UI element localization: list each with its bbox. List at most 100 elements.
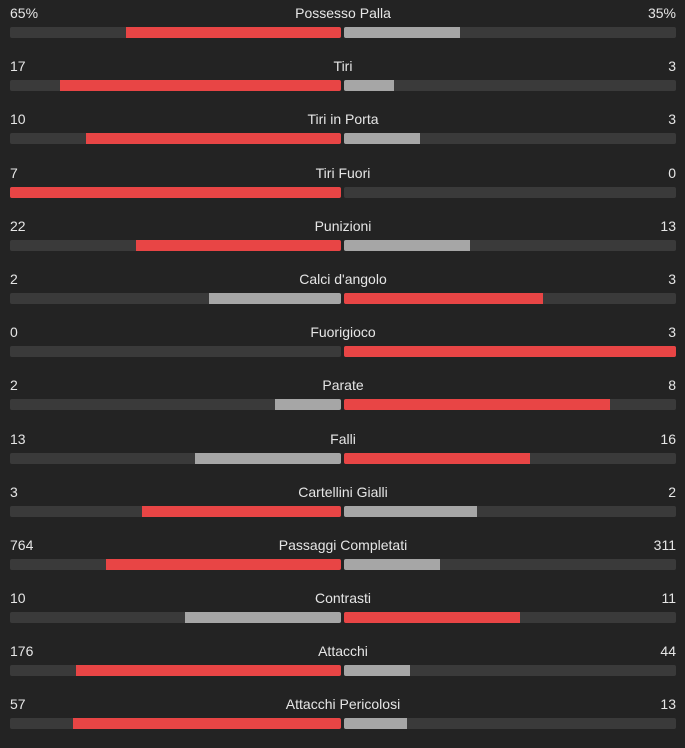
home-bar-track bbox=[10, 558, 341, 570]
home-value: 65% bbox=[10, 5, 39, 21]
stat-row: 176 Attacchi 44 bbox=[10, 641, 676, 694]
away-bar-fill bbox=[344, 665, 411, 677]
stat-bars bbox=[10, 186, 676, 198]
stat-labels: 7 Tiri Fuori 0 bbox=[10, 163, 676, 183]
away-bar-track bbox=[344, 346, 676, 358]
home-value: 10 bbox=[10, 111, 26, 128]
stat-row: 7 Tiri Fuori 0 bbox=[10, 163, 676, 216]
stat-bars bbox=[10, 80, 676, 92]
away-bar-fill bbox=[344, 80, 394, 92]
away-bar-fill bbox=[344, 292, 544, 304]
stat-bars bbox=[10, 27, 676, 38]
away-bar-track bbox=[344, 718, 676, 730]
away-bar-track bbox=[344, 186, 676, 198]
stat-name: Possesso Palla bbox=[295, 5, 391, 21]
home-bar-fill bbox=[125, 27, 341, 38]
away-value: 13 bbox=[660, 217, 676, 234]
home-bar-fill bbox=[10, 186, 341, 198]
stat-name: Calci d'angolo bbox=[299, 270, 387, 287]
away-bar-fill bbox=[344, 718, 408, 730]
away-bar-track bbox=[344, 505, 676, 517]
stat-labels: 57 Attacchi Pericolosi 13 bbox=[10, 694, 676, 714]
stat-bars bbox=[10, 399, 676, 411]
away-bar-track bbox=[344, 558, 676, 570]
home-value: 7 bbox=[10, 164, 18, 181]
away-value: 0 bbox=[668, 164, 676, 181]
away-value: 35% bbox=[647, 5, 676, 21]
home-value: 3 bbox=[10, 483, 18, 500]
stat-row: 2 Calci d'angolo 3 bbox=[10, 269, 676, 322]
home-value: 176 bbox=[10, 643, 34, 660]
away-value: 3 bbox=[668, 324, 676, 341]
stat-name: Falli bbox=[330, 430, 356, 447]
home-bar-track bbox=[10, 718, 341, 730]
stat-labels: 13 Falli 16 bbox=[10, 429, 676, 449]
home-bar-track bbox=[10, 80, 341, 92]
away-bar-fill bbox=[344, 612, 520, 624]
stat-name: Attacchi bbox=[318, 643, 368, 660]
away-bar-track bbox=[344, 452, 676, 464]
home-bar-fill bbox=[59, 80, 341, 92]
stat-name: Contrasti bbox=[314, 590, 372, 607]
stat-name: Tiri Fuori bbox=[315, 164, 371, 181]
stat-row: 13 Falli 16 bbox=[10, 429, 676, 482]
stat-bars bbox=[10, 505, 676, 517]
away-bar-fill bbox=[344, 133, 421, 145]
away-bar-fill bbox=[344, 505, 477, 517]
stat-name: Passaggi Completati bbox=[278, 536, 408, 553]
stat-row: 0 Fuorigioco 3 bbox=[10, 322, 676, 375]
home-bar-track bbox=[10, 399, 341, 411]
away-value: 2 bbox=[668, 483, 676, 500]
away-value: 3 bbox=[668, 111, 676, 128]
away-bar-track bbox=[344, 292, 676, 304]
stat-labels: 2 Parate 8 bbox=[10, 375, 676, 395]
stat-name: Attacchi Pericolosi bbox=[285, 696, 401, 713]
stat-bars bbox=[10, 346, 676, 358]
stat-name: Punizioni bbox=[314, 217, 372, 234]
home-bar-track bbox=[10, 452, 341, 464]
stat-bars bbox=[10, 452, 676, 464]
away-value: 16 bbox=[660, 430, 676, 447]
home-value: 10 bbox=[10, 590, 26, 607]
home-value: 13 bbox=[10, 430, 26, 447]
home-bar-fill bbox=[274, 399, 341, 411]
away-bar-fill bbox=[344, 27, 461, 38]
away-value: 311 bbox=[653, 536, 676, 553]
away-bar-track bbox=[344, 612, 676, 624]
home-bar-track bbox=[10, 239, 341, 251]
away-value: 11 bbox=[661, 590, 676, 607]
home-bar-track bbox=[10, 612, 341, 624]
away-bar-fill bbox=[344, 346, 676, 358]
away-bar-fill bbox=[344, 239, 471, 251]
home-bar-fill bbox=[195, 452, 341, 464]
stat-row: 17 Tiri 3 bbox=[10, 56, 676, 109]
stat-row: 10 Contrasti 11 bbox=[10, 588, 676, 641]
away-bar-track bbox=[344, 80, 676, 92]
stat-labels: 10 Tiri in Porta 3 bbox=[10, 109, 676, 129]
home-value: 17 bbox=[10, 58, 26, 75]
home-bar-track bbox=[10, 346, 341, 358]
stat-bars bbox=[10, 292, 676, 304]
home-bar-track bbox=[10, 665, 341, 677]
stat-bars bbox=[10, 718, 676, 730]
away-value: 3 bbox=[668, 270, 676, 287]
stat-labels: 0 Fuorigioco 3 bbox=[10, 322, 676, 342]
away-bar-fill bbox=[344, 558, 441, 570]
stat-labels: 17 Tiri 3 bbox=[10, 56, 676, 76]
stat-bars bbox=[10, 239, 676, 251]
away-bar-track bbox=[344, 27, 676, 38]
away-bar-track bbox=[344, 133, 676, 145]
home-bar-track bbox=[10, 292, 341, 304]
stat-bars bbox=[10, 133, 676, 145]
home-value: 0 bbox=[10, 324, 18, 341]
home-bar-fill bbox=[72, 718, 341, 730]
home-bar-fill bbox=[76, 665, 341, 677]
home-bar-track bbox=[10, 133, 341, 145]
away-value: 8 bbox=[668, 377, 676, 394]
away-value: 13 bbox=[660, 696, 676, 713]
stat-name: Tiri bbox=[333, 58, 353, 75]
stat-name: Cartellini Gialli bbox=[298, 483, 388, 500]
stat-name: Tiri in Porta bbox=[307, 111, 379, 128]
stat-row: 10 Tiri in Porta 3 bbox=[10, 109, 676, 162]
stat-labels: 764 Passaggi Completati 311 bbox=[10, 535, 676, 555]
